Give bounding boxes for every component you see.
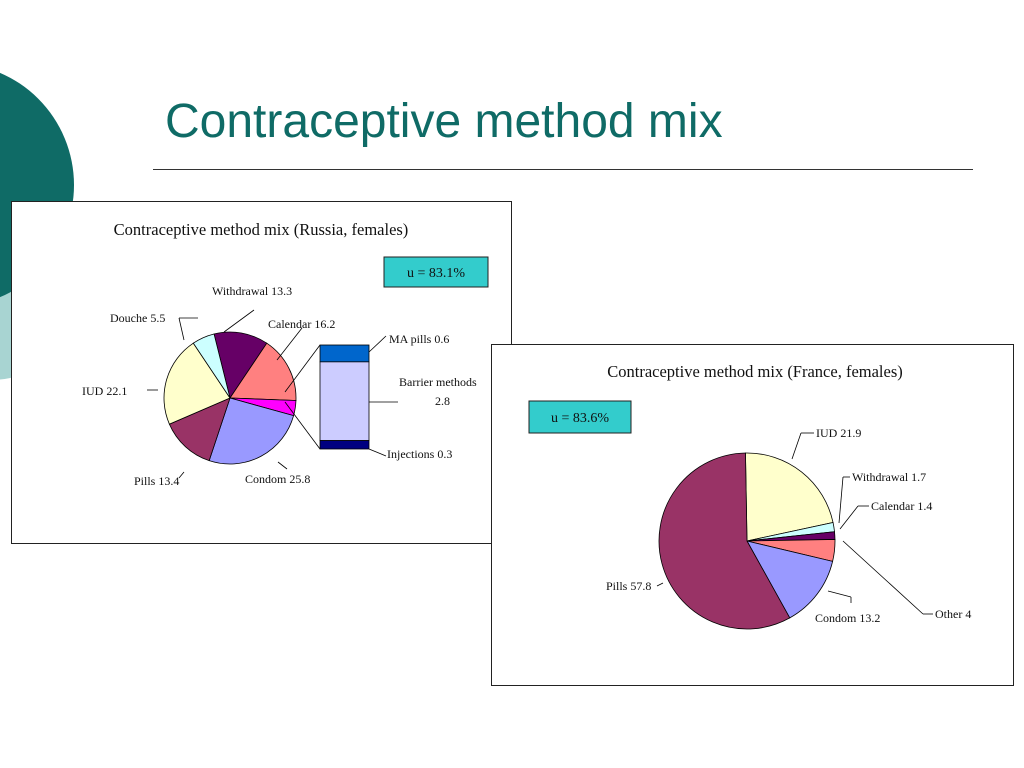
slice-label-douche: Douche 5.5 xyxy=(110,311,165,325)
leader-calendar-2 xyxy=(839,505,859,530)
leader-iud-2 xyxy=(791,432,802,460)
leader-pills xyxy=(178,471,185,479)
slice-label-iud: IUD 21.9 xyxy=(816,426,861,440)
annotation-text: u = 83.6% xyxy=(551,411,609,426)
slice-label-calendar: Calendar 1.4 xyxy=(871,499,932,513)
pie-slice-calendar xyxy=(229,342,297,401)
connector-bottom xyxy=(284,401,321,450)
pie-slice-condom xyxy=(746,540,834,619)
leader-lines xyxy=(147,309,398,479)
pie-slices xyxy=(163,331,297,465)
pie-chart-russia: Contraceptive method mix (Russia, female… xyxy=(82,220,489,488)
slice-label-condom: Condom 25.8 xyxy=(245,472,310,486)
pie-slice-iud xyxy=(745,452,834,542)
slice-label-other: Other 4 xyxy=(935,607,971,621)
bar-label-barrier-value: 2.8 xyxy=(435,394,450,408)
leader-ma-pills xyxy=(368,335,387,353)
slice-label-condom: Condom 13.2 xyxy=(815,611,880,625)
leader-condom xyxy=(277,461,288,470)
pie-slice-pills xyxy=(168,397,231,462)
leader-withdrawal-2 xyxy=(838,476,844,524)
slice-labels: Withdrawal 13.3 Calendar 16.2 Douche 5.5… xyxy=(82,284,477,488)
pie-slice-pills xyxy=(658,452,791,630)
slice-label-withdrawal: Withdrawal 1.7 xyxy=(852,470,926,484)
leader-pills xyxy=(656,582,664,587)
bar-label-barrier: Barrier methods xyxy=(399,375,477,389)
chart-title: Contraceptive method mix (France, female… xyxy=(607,362,903,381)
connector-top xyxy=(284,344,321,393)
leader-lines xyxy=(656,432,933,615)
leader-withdrawal xyxy=(223,309,255,333)
pie-slice-douche xyxy=(192,333,231,399)
bar-segment-injections xyxy=(319,440,370,450)
pie-slice-iud xyxy=(163,342,231,425)
annotation-box xyxy=(383,256,489,288)
chart-panel-france: Contraceptive method mix (France, female… xyxy=(491,344,1014,686)
chart-title: Contraceptive method mix (Russia, female… xyxy=(114,220,409,239)
leader-other-2 xyxy=(842,540,924,615)
leader-calendar xyxy=(276,327,303,361)
slide-title: Contraceptive method mix xyxy=(165,95,723,148)
slice-label-calendar: Calendar 16.2 xyxy=(268,317,335,331)
slice-label-withdrawal: Withdrawal 13.3 xyxy=(212,284,292,298)
leader-condom-2 xyxy=(827,590,852,598)
bar-label-injections: Injections 0.3 xyxy=(387,447,452,461)
chart-panel-russia: Contraceptive method mix (Russia, female… xyxy=(11,201,512,544)
leader-injections xyxy=(368,448,387,457)
annotation-box xyxy=(528,400,632,434)
bar-segment-ma-pills xyxy=(319,344,370,363)
annotation-text: u = 83.1% xyxy=(407,266,465,281)
bar-label-ma-pills: MA pills 0.6 xyxy=(389,332,449,346)
slice-label-pills: Pills 57.8 xyxy=(606,579,651,593)
leader-douche-2 xyxy=(178,317,185,341)
pie-slices xyxy=(658,452,836,630)
pie-slice-condom xyxy=(208,397,295,465)
bar-segment-barrier-methods xyxy=(319,361,370,441)
pie-slice-withdrawal xyxy=(213,331,268,399)
pie-chart-france: Contraceptive method mix (France, female… xyxy=(528,362,971,630)
slice-labels: IUD 21.9 Withdrawal 1.7 Calendar 1.4 Oth… xyxy=(606,426,971,625)
slice-label-iud: IUD 22.1 xyxy=(82,384,127,398)
breakdown-bar xyxy=(319,344,370,450)
slice-label-pills: Pills 13.4 xyxy=(134,474,179,488)
title-divider xyxy=(153,169,973,170)
